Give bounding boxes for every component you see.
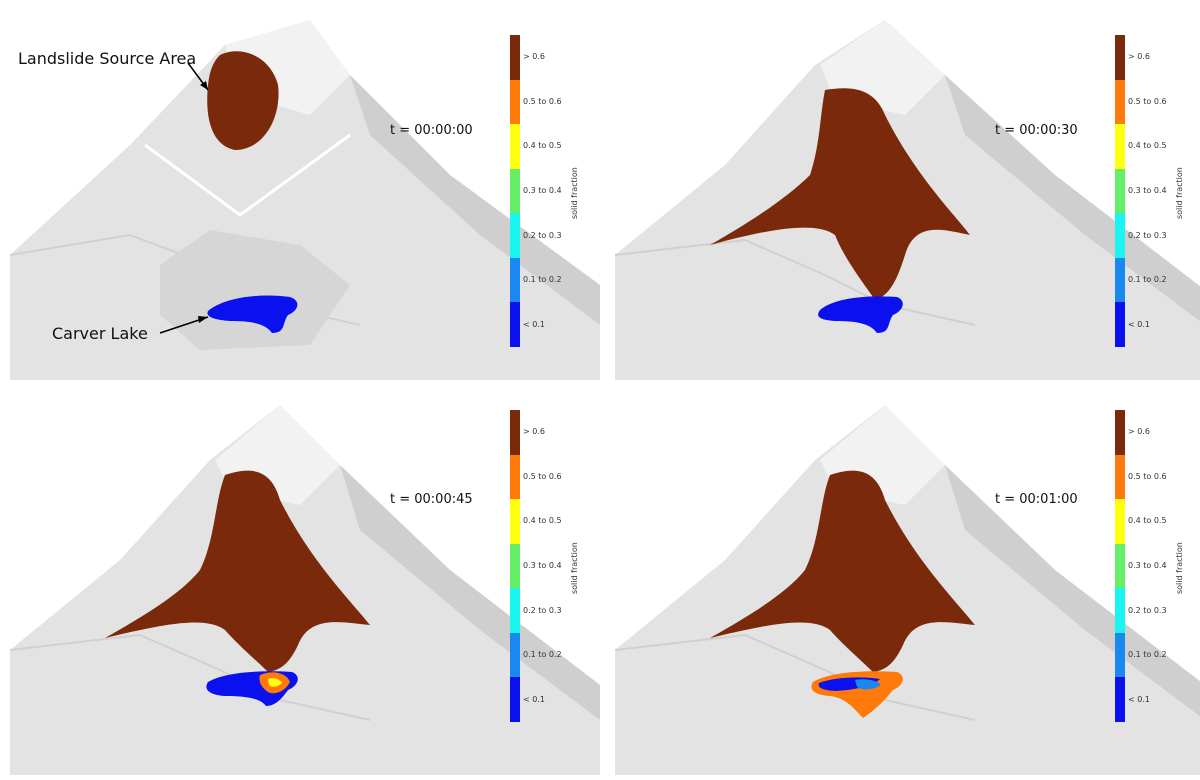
colorbar-segment [1115,35,1125,80]
carver-lake-label: Carver Lake [52,324,148,343]
colorbar-segment [1115,302,1125,347]
landslide-source-label: Landslide Source Area [18,49,197,68]
colorbar-segment [510,124,520,169]
colorbar-segment [510,588,520,633]
colorbar-label: 0.2 to 0.3 [1128,605,1167,615]
colorbar-label: 0.5 to 0.6 [1128,96,1167,106]
time-label: t = 00:00:45 [390,492,473,507]
terrain-scene [615,405,1200,775]
panel-t30: t = 00:00:30 [615,5,1200,380]
debris-flow [710,470,975,672]
colorbar-label: 0.2 to 0.3 [1128,230,1167,240]
colorbar-label: 0.4 to 0.5 [1128,516,1167,526]
panel-t0: Landslide Source Area Carver Lake t = 00… [10,5,600,380]
colorbar-segment [510,35,520,80]
colorbar-segment [510,213,520,258]
colorbar-label: < 0.1 [1128,694,1150,704]
colorbar-segment [510,543,520,589]
carver-lake-water [818,296,903,333]
colorbar-label: > 0.6 [523,52,545,62]
colorbar-label: 0.3 to 0.4 [1128,186,1167,195]
colorbar-segment [1115,168,1125,214]
terrain-scene [615,20,1200,380]
time-label: t = 00:00:00 [390,123,473,138]
carver-lake-water [207,295,298,333]
mixing-zone [855,679,881,690]
terrain-scene [10,405,600,775]
colorbar-label: 0.4 to 0.5 [523,516,562,526]
colorbar-segment [1115,677,1125,722]
debris-flow [105,470,370,672]
colorbar-label: 0.5 to 0.6 [523,471,562,481]
colorbar-label: > 0.6 [523,427,545,437]
colorbar-segment [1115,499,1125,544]
time-label: t = 00:00:30 [995,123,1078,138]
colorbar: > 0.6 0.5 to 0.6 0.4 to 0.5 0.3 to 0.4 0.2 t… [510,35,579,347]
colorbar-segment [1115,257,1125,303]
colorbar-title: solid fraction [570,167,579,219]
panel-t60: t = 00:01:00 [615,400,1200,775]
colorbar-label: 0.3 to 0.4 [523,186,562,195]
colorbar-label: > 0.6 [1128,52,1150,62]
colorbar-segment [510,79,520,125]
colorbar-label: < 0.1 [523,319,545,329]
time-label: t = 00:01:00 [995,492,1078,507]
colorbar-segment [510,257,520,303]
colorbar-segment [1115,543,1125,589]
colorbar-segment [510,168,520,214]
colorbar-label: 0.1 to 0.2 [1128,650,1167,660]
colorbar-label: 0.4 to 0.5 [523,141,562,151]
colorbar-label: > 0.6 [1128,427,1150,437]
colorbar-label: 0.1 to 0.2 [523,650,562,660]
colorbar-label: 0.5 to 0.6 [1128,471,1167,481]
colorbar-segment [510,499,520,544]
colorbar-label: 0.2 to 0.3 [523,230,562,240]
colorbar-label: < 0.1 [523,694,545,704]
colorbar: > 0.6 0.5 to 0.6 0.4 to 0.5 0.3 to 0.4 0.2 t… [1115,410,1184,722]
colorbar-segment [510,302,520,347]
landslide-source-debris [207,51,279,150]
colorbar-label: 0.5 to 0.6 [523,96,562,106]
colorbar-segment [1115,79,1125,125]
colorbar-segment [1115,454,1125,500]
colorbar-segment [1115,124,1125,169]
colorbar-label: < 0.1 [1128,319,1150,329]
colorbar-label: 0.1 to 0.2 [1128,275,1167,285]
colorbar-segment [1115,632,1125,678]
colorbar-label: 0.3 to 0.4 [1128,561,1167,570]
colorbar-segment [1115,410,1125,455]
colorbar-segment [510,454,520,500]
colorbar-segment [1115,213,1125,258]
colorbar-segment [510,410,520,455]
colorbar-title: solid fraction [1175,542,1184,594]
colorbar: > 0.6 0.5 to 0.6 0.4 to 0.5 0.3 to 0.4 0.2 t… [1115,35,1184,347]
colorbar: > 0.6 0.5 to 0.6 0.4 to 0.5 0.3 to 0.4 0.2 t… [510,410,579,722]
colorbar-label: 0.1 to 0.2 [523,275,562,285]
colorbar-title: solid fraction [570,542,579,594]
terrain-scene [10,20,600,380]
debris-flow [710,88,970,300]
colorbar-label: 0.2 to 0.3 [523,605,562,615]
colorbar-label: 0.4 to 0.5 [1128,141,1167,151]
colorbar-segment [1115,588,1125,633]
mixing-core [268,678,282,687]
colorbar-title: solid fraction [1175,167,1184,219]
panel-t45: t = 00:00:45 [10,400,600,775]
colorbar-segment [510,677,520,722]
colorbar-label: 0.3 to 0.4 [523,561,562,570]
colorbar-segment [510,632,520,678]
